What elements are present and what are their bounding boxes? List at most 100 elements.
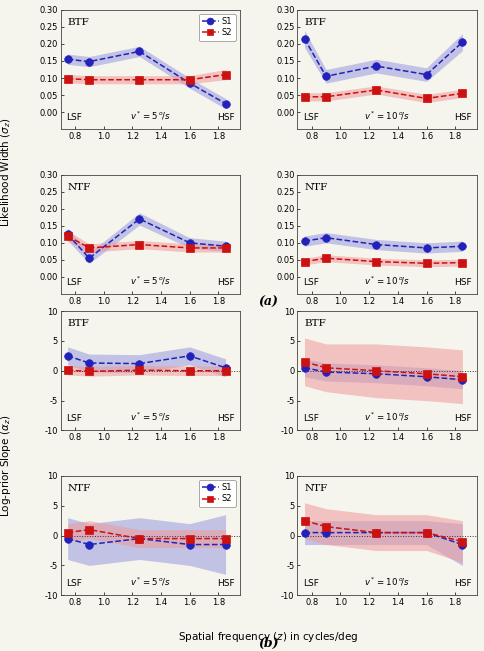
Text: HSF: HSF	[217, 579, 235, 588]
S2	[302, 93, 307, 101]
S1	[86, 540, 92, 548]
S1	[424, 244, 429, 252]
Line: S2: S2	[301, 358, 466, 381]
S2	[373, 86, 379, 94]
S2	[223, 244, 228, 252]
S2	[223, 71, 228, 79]
S2	[65, 529, 71, 536]
Text: $v^* = 10\,^o\!/s$: $v^* = 10\,^o\!/s$	[364, 275, 410, 287]
S1	[424, 373, 429, 381]
S2	[136, 367, 142, 374]
S1	[187, 239, 193, 247]
S2	[459, 538, 465, 546]
S2	[302, 258, 307, 266]
S2	[65, 75, 71, 83]
Text: NTF: NTF	[68, 183, 91, 192]
Text: LSF: LSF	[302, 113, 318, 122]
Text: HSF: HSF	[217, 278, 235, 287]
S1	[86, 359, 92, 367]
S2	[86, 76, 92, 83]
Line: S2: S2	[64, 232, 229, 252]
Line: S1: S1	[64, 48, 229, 107]
Legend: S1, S2: S1, S2	[198, 14, 236, 40]
S1	[373, 529, 379, 536]
Text: HSF: HSF	[217, 113, 235, 122]
Line: S2: S2	[64, 71, 229, 83]
Line: S1: S1	[64, 215, 229, 262]
Line: S1: S1	[301, 529, 466, 548]
Text: HSF: HSF	[454, 414, 471, 423]
S2	[86, 526, 92, 534]
Line: S2: S2	[64, 526, 229, 542]
S1	[223, 100, 228, 107]
Line: S2: S2	[301, 86, 466, 102]
Text: BTF: BTF	[304, 320, 326, 328]
Text: (a): (a)	[258, 296, 279, 309]
Text: LSF: LSF	[302, 579, 318, 588]
S2	[302, 358, 307, 366]
S2	[459, 89, 465, 97]
Line: S2: S2	[301, 255, 466, 267]
S1	[459, 376, 465, 383]
S1	[302, 529, 307, 536]
S2	[187, 76, 193, 83]
Line: S1: S1	[301, 35, 466, 80]
S1	[65, 534, 71, 542]
Line: S2: S2	[64, 367, 229, 375]
Text: BTF: BTF	[304, 18, 326, 27]
S2	[459, 373, 465, 381]
S1	[424, 529, 429, 536]
S1	[223, 242, 228, 250]
S2	[302, 517, 307, 525]
Legend: S1, S2: S1, S2	[198, 480, 236, 506]
S1	[323, 72, 329, 80]
Text: $v^* = 5\,^o\!/s$: $v^* = 5\,^o\!/s$	[130, 575, 170, 588]
S2	[323, 523, 329, 531]
S1	[136, 360, 142, 368]
Text: BTF: BTF	[68, 18, 90, 27]
Text: $v^* = 5\,^o\!/s$: $v^* = 5\,^o\!/s$	[130, 411, 170, 423]
S1	[187, 79, 193, 87]
Text: HSF: HSF	[454, 113, 471, 122]
S1	[223, 364, 228, 372]
S1	[136, 534, 142, 542]
Text: LSF: LSF	[302, 414, 318, 423]
S1	[136, 215, 142, 223]
Text: $v^* = 10\,^o\!/s$: $v^* = 10\,^o\!/s$	[364, 109, 410, 122]
S2	[187, 367, 193, 375]
S2	[459, 258, 465, 266]
Line: S1: S1	[64, 352, 229, 372]
Line: S2: S2	[301, 517, 466, 546]
Text: LSF: LSF	[66, 579, 82, 588]
S1	[302, 364, 307, 372]
Line: S1: S1	[301, 364, 466, 383]
Text: HSF: HSF	[217, 414, 235, 423]
S2	[86, 244, 92, 252]
S1	[187, 352, 193, 360]
S2	[373, 367, 379, 375]
S2	[373, 529, 379, 536]
S1	[65, 352, 71, 360]
Text: $v^* = 10\,^o\!/s$: $v^* = 10\,^o\!/s$	[364, 575, 410, 588]
Text: $v^* = 10\,^o\!/s$: $v^* = 10\,^o\!/s$	[364, 411, 410, 423]
S1	[65, 230, 71, 238]
S2	[424, 259, 429, 267]
S2	[187, 534, 193, 542]
S2	[223, 367, 228, 375]
Text: NTF: NTF	[68, 484, 91, 493]
S2	[323, 255, 329, 262]
S1	[323, 234, 329, 242]
S1	[373, 241, 379, 249]
S2	[424, 370, 429, 378]
S2	[86, 367, 92, 375]
S2	[373, 258, 379, 266]
S1	[65, 55, 71, 63]
S2	[65, 232, 71, 240]
Text: Spatial frequency ($z$) in cycles/deg: Spatial frequency ($z$) in cycles/deg	[178, 630, 359, 644]
Text: $v^* = 5\,^o\!/s$: $v^* = 5\,^o\!/s$	[130, 275, 170, 287]
S1	[373, 62, 379, 70]
S1	[459, 38, 465, 46]
S1	[302, 35, 307, 43]
Text: (b): (b)	[258, 637, 279, 650]
Text: LSF: LSF	[66, 113, 82, 122]
